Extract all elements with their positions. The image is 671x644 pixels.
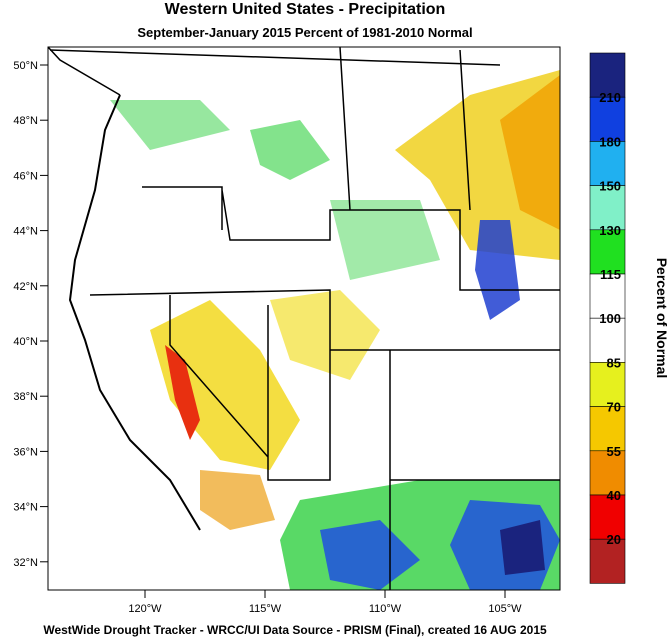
lat-label: 34°N — [13, 502, 38, 514]
lat-label: 32°N — [13, 557, 38, 569]
title: Western United States - Precipitation — [165, 1, 446, 18]
legend-swatch — [589, 406, 626, 452]
map-frame — [47, 46, 561, 591]
legend-label: 115 — [600, 267, 621, 282]
legend-swatch — [589, 450, 626, 496]
legend-swatch — [589, 229, 626, 275]
legend-label: 85 — [607, 355, 621, 370]
lat-label: 44°N — [13, 226, 38, 238]
legend-swatch — [589, 494, 626, 540]
legend-title: Percent of Normal — [654, 258, 670, 379]
footer: WestWide Drought Tracker - WRCC/UI Data … — [43, 623, 547, 637]
lat-label: 40°N — [13, 336, 38, 348]
lon-label: 115°W — [249, 603, 282, 615]
legend-swatch — [589, 141, 626, 186]
legend-label: 55 — [607, 444, 621, 459]
legend-label: 210 — [599, 90, 621, 105]
lon-label: 120°W — [128, 603, 162, 615]
legend-swatch — [589, 52, 626, 98]
legend-label: 100 — [599, 311, 621, 326]
lon-label: 105°W — [488, 603, 522, 615]
lat-label: 38°N — [13, 391, 38, 403]
lat-label: 42°N — [13, 281, 38, 293]
subtitle: September-January 2015 Percent of 1981-2… — [137, 25, 472, 40]
legend-swatch — [589, 185, 626, 231]
legend-label: 70 — [607, 400, 621, 415]
legend-label: 40 — [607, 488, 621, 503]
lat-label: 48°N — [13, 115, 38, 127]
lat-label: 36°N — [13, 446, 38, 458]
legend-label: 150 — [599, 179, 621, 194]
latitude-axis: 50°N 48°N 46°N 44°N 42°N 40°N 38°N 36°N 34°N 32°N — [13, 60, 48, 569]
lon-label: 110°W — [369, 603, 402, 615]
legend-swatch — [589, 362, 626, 407]
legend-label: 180 — [599, 134, 621, 149]
legend-swatch — [589, 538, 626, 584]
legend-label: 130 — [599, 223, 621, 238]
map — [48, 47, 560, 590]
lat-label: 50°N — [13, 60, 38, 72]
longitude-axis: 120°W 115°W 110°W 105°W — [128, 590, 522, 615]
color-legend: 210 180 150 130 115 100 85 70 55 40 20 — [589, 52, 626, 584]
legend-swatch — [589, 317, 626, 363]
legend-label: 20 — [607, 532, 621, 547]
legend-swatch — [589, 96, 626, 142]
legend-swatch — [589, 273, 626, 319]
lat-label: 46°N — [13, 170, 38, 182]
